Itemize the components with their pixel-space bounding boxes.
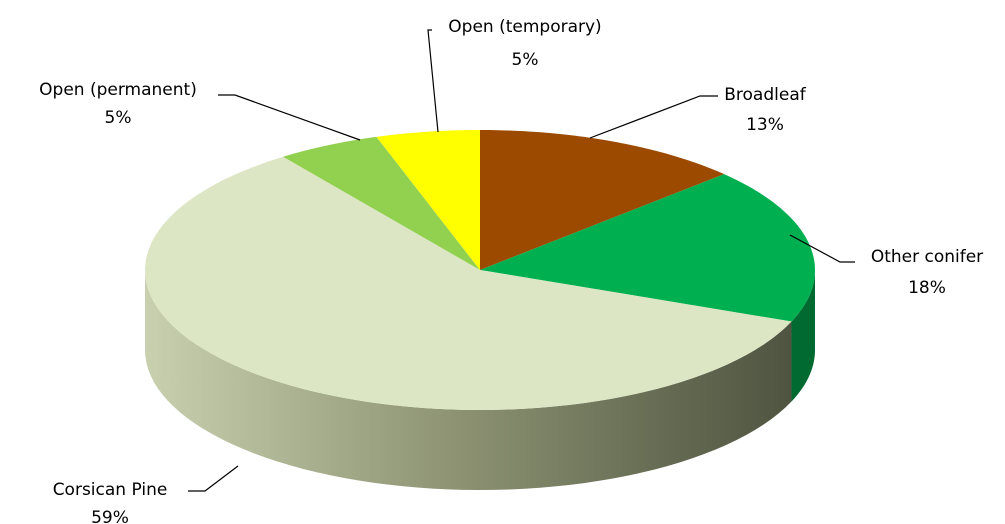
slice-label: Open (permanent) <box>39 80 197 100</box>
value-label: 5% <box>512 50 539 70</box>
slice-label: Open (temporary) <box>448 17 601 37</box>
slice <box>480 174 815 322</box>
slice-side <box>145 270 792 490</box>
slice <box>376 130 480 270</box>
slice-label: Other conifer <box>871 247 983 267</box>
leader-line <box>188 465 239 492</box>
value-label: 13% <box>746 115 784 135</box>
leader-line <box>789 234 855 263</box>
slice-label: Corsican Pine <box>53 480 168 500</box>
leader-line <box>589 95 718 139</box>
slice-label: Broadleaf <box>724 85 806 105</box>
leader-line <box>218 94 361 141</box>
value-label: 5% <box>105 108 132 128</box>
value-label: 59% <box>91 508 129 524</box>
value-label: 18% <box>908 278 946 298</box>
slice <box>283 136 480 270</box>
slice-side <box>791 270 815 402</box>
slice <box>480 130 725 270</box>
leader-line <box>427 29 439 133</box>
slice <box>145 156 792 410</box>
